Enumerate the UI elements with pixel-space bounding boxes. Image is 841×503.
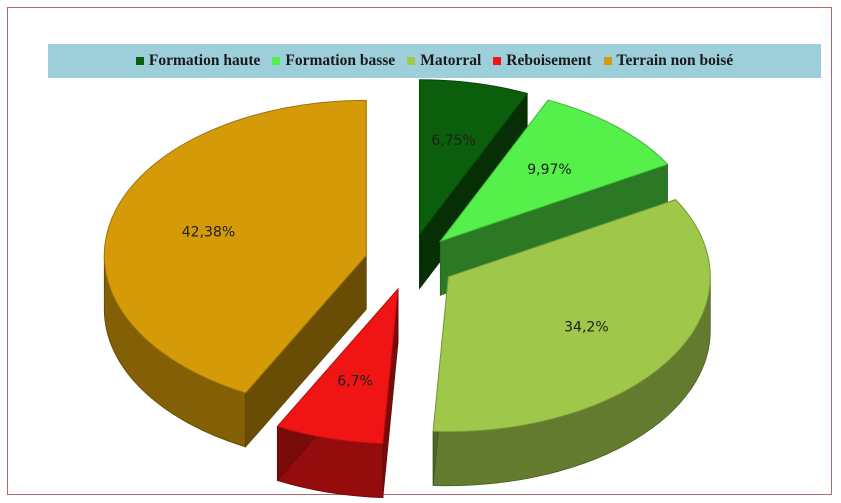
pie-slice-matorral <box>432 199 711 433</box>
legend-item-formation-haute: Formation haute <box>135 52 261 70</box>
data-label-terrain-non-boise: 42,38% <box>182 225 235 241</box>
legend-swatch-matorral <box>407 57 416 65</box>
legend-swatch-formation-haute <box>135 57 144 65</box>
pie-labels: 6,75% 9,97% 34,2% 6,7% 42,38% <box>182 133 609 390</box>
legend-item-matorral: Matorral <box>407 52 481 70</box>
pie-slice-reboisement <box>276 287 399 445</box>
pie-slice-formation-basse <box>438 99 669 243</box>
data-label-formation-basse: 9,97% <box>527 162 571 178</box>
pie-tops <box>103 79 711 445</box>
chart-legend: Formation haute Formation basse Matorral… <box>48 44 821 78</box>
data-label-reboisement: 6,7% <box>337 374 373 390</box>
data-label-matorral: 34,2% <box>564 319 608 335</box>
legend-item-terrain-non-boise: Terrain non boisé <box>603 52 734 70</box>
data-label-formation-haute: 6,75% <box>431 133 475 149</box>
pie-slice-terrain-non-boise <box>103 99 367 394</box>
legend-swatch-terrain-non-boise <box>603 57 612 65</box>
legend-item-formation-basse: Formation basse <box>272 52 395 70</box>
legend-swatch-formation-basse <box>272 57 281 65</box>
pie-slice-formation-haute <box>418 79 529 237</box>
legend-swatch-reboisement <box>493 57 502 65</box>
legend-label-reboisement: Reboisement <box>506 52 592 69</box>
legend-label-formation-haute: Formation haute <box>148 52 261 69</box>
legend-label-terrain-non-boise: Terrain non boisé <box>616 52 734 69</box>
legend-item-reboisement: Reboisement <box>493 52 592 70</box>
legend-label-formation-basse: Formation basse <box>285 52 396 69</box>
legend-label-matorral: Matorral <box>420 52 482 69</box>
